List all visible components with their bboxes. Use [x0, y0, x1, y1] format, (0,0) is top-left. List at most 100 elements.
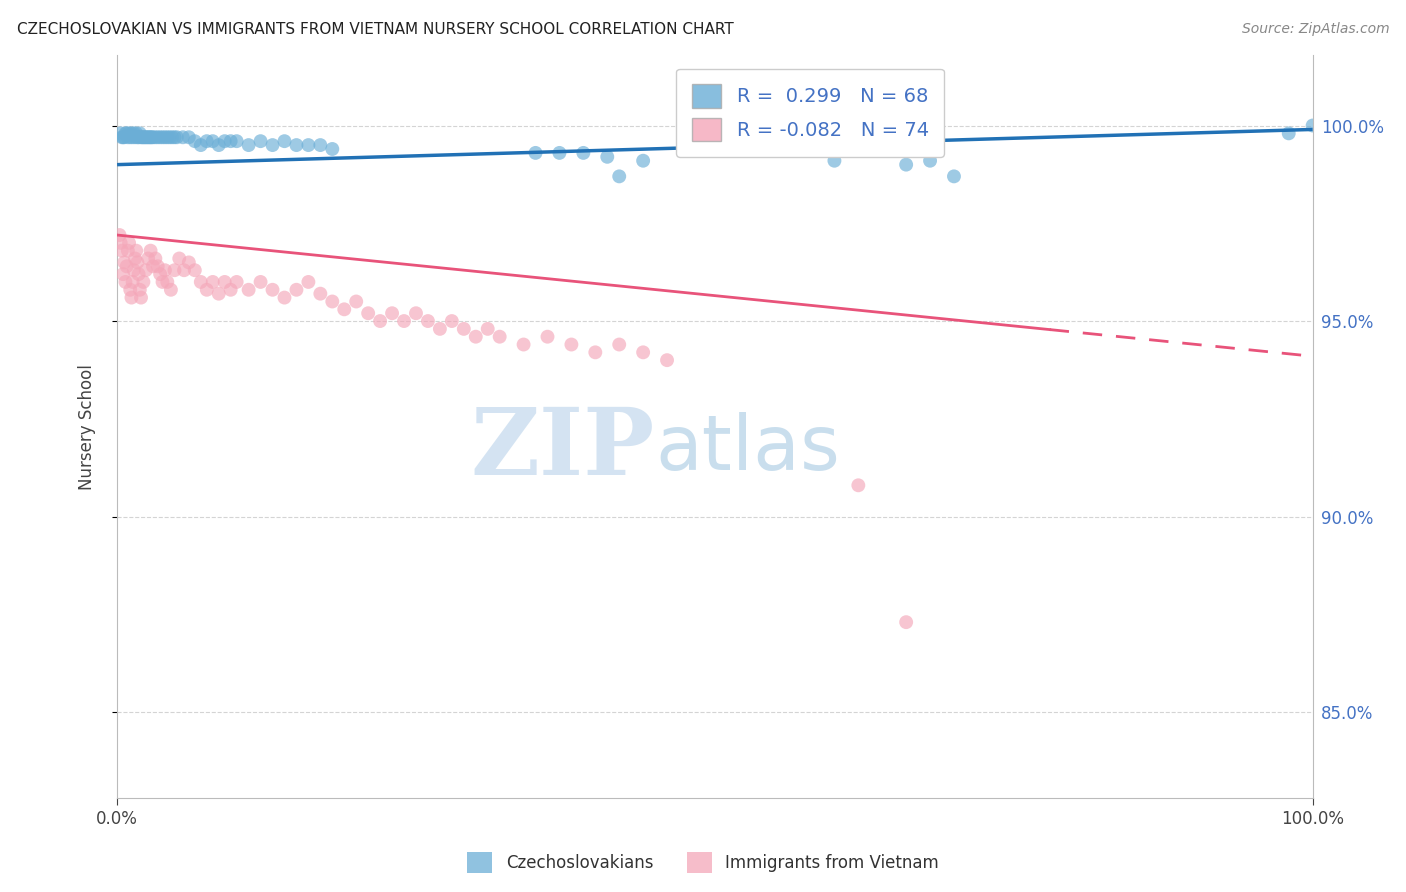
Point [208, 286, 231, 301]
Point [846, 478, 869, 492]
Point [159, 130, 181, 145]
Point [124, 130, 146, 145]
Point [128, 126, 150, 140]
Point [572, 145, 595, 160]
Point [142, 130, 165, 145]
Point [141, 130, 163, 145]
Point [548, 145, 571, 160]
Text: ZIP: ZIP [471, 404, 655, 494]
Legend: Czechoslovakians, Immigrants from Vietnam: Czechoslovakians, Immigrants from Vietna… [461, 846, 945, 880]
Point [129, 291, 152, 305]
Point [114, 126, 136, 140]
Point [225, 275, 247, 289]
Point [219, 283, 242, 297]
Point [440, 314, 463, 328]
Point [152, 130, 174, 145]
Point [894, 158, 917, 172]
Point [214, 275, 236, 289]
Point [146, 260, 169, 274]
Point [238, 138, 260, 153]
Point [195, 134, 218, 148]
Point [655, 353, 678, 368]
Point [195, 283, 218, 297]
Point [112, 255, 135, 269]
Point [115, 126, 138, 140]
Point [149, 267, 172, 281]
Point [143, 252, 166, 266]
Point [120, 130, 142, 145]
Point [607, 169, 630, 184]
Point [249, 275, 271, 289]
Point [122, 263, 145, 277]
Point [344, 294, 367, 309]
Point [177, 130, 200, 145]
Point [357, 306, 380, 320]
Point [121, 130, 143, 145]
Point [285, 283, 308, 297]
Point [115, 260, 138, 274]
Point [139, 244, 162, 258]
Point [184, 263, 207, 277]
Point [163, 130, 186, 145]
Point [309, 286, 332, 301]
Point [321, 294, 343, 309]
Point [381, 306, 404, 320]
Point [125, 244, 148, 258]
Point [631, 153, 654, 168]
Point [160, 130, 183, 145]
Point [214, 134, 236, 148]
Point [918, 153, 941, 168]
Point [1302, 119, 1324, 133]
Point [112, 130, 135, 145]
Point [208, 138, 231, 153]
Point [262, 138, 284, 153]
Point [142, 260, 165, 274]
Text: atlas: atlas [655, 412, 839, 486]
Point [285, 138, 308, 153]
Point [132, 275, 155, 289]
Text: CZECHOSLOVAKIAN VS IMMIGRANTS FROM VIETNAM NURSERY SCHOOL CORRELATION CHART: CZECHOSLOVAKIAN VS IMMIGRANTS FROM VIETN… [17, 22, 734, 37]
Point [128, 283, 150, 297]
Point [136, 130, 159, 145]
Point [112, 130, 135, 145]
Point [153, 130, 176, 145]
Point [156, 275, 179, 289]
Point [108, 227, 131, 242]
Point [894, 615, 917, 629]
Point [333, 302, 356, 317]
Point [560, 337, 582, 351]
Point [120, 126, 142, 140]
Point [117, 244, 139, 258]
Point [190, 138, 212, 153]
Point [131, 130, 153, 145]
Point [943, 169, 966, 184]
Point [110, 126, 132, 140]
Point [190, 275, 212, 289]
Point [163, 263, 186, 277]
Point [125, 126, 148, 140]
Point [823, 153, 845, 168]
Point [139, 130, 162, 145]
Point [111, 130, 134, 145]
Point [238, 283, 260, 297]
Point [156, 130, 179, 145]
Point [596, 150, 619, 164]
Point [135, 263, 157, 277]
Point [429, 322, 451, 336]
Point [117, 130, 139, 145]
Point [583, 345, 606, 359]
Point [631, 345, 654, 359]
Point [111, 244, 134, 258]
Point [112, 267, 135, 281]
Point [121, 275, 143, 289]
Text: Source: ZipAtlas.com: Source: ZipAtlas.com [1241, 22, 1389, 37]
Point [173, 263, 195, 277]
Point [114, 275, 136, 289]
Point [149, 130, 172, 145]
Point [169, 252, 191, 266]
Point [297, 275, 319, 289]
Point [1278, 126, 1301, 140]
Point [321, 142, 343, 156]
Point [127, 255, 149, 269]
Point [262, 283, 284, 297]
